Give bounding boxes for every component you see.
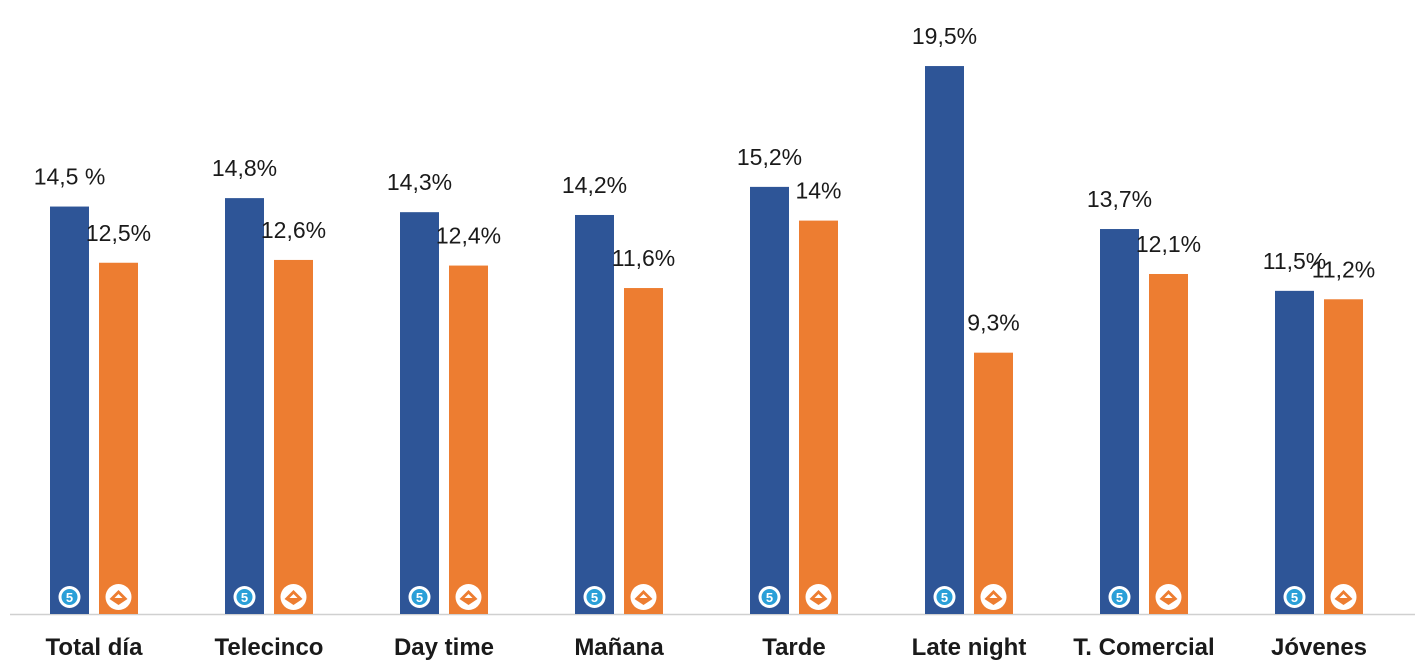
- bar-orange: [274, 259, 313, 614]
- bar-orange: [974, 352, 1013, 614]
- antena3-logo-icon: [280, 584, 307, 610]
- antena3-logo-icon: [980, 584, 1007, 610]
- antena3-logo-icon: [805, 584, 832, 610]
- category-label: Day time: [394, 634, 494, 660]
- data-label: 19,5%: [912, 23, 977, 49]
- telecinco-logo-icon: 5: [233, 586, 256, 608]
- bar-blue: [925, 66, 964, 615]
- bar-orange: [1149, 273, 1188, 614]
- telecinco-logo-icon: 5: [583, 586, 606, 608]
- data-label: 11,2%: [1312, 256, 1376, 282]
- antena3-logo-notch: [464, 594, 473, 598]
- telecinco-logo-inner: [1111, 589, 1128, 605]
- category-label: Mañana: [574, 634, 664, 660]
- antena3-logo-notch: [1164, 594, 1173, 598]
- telecinco-logo-inner: [586, 589, 603, 605]
- data-label: 14,8%: [212, 155, 277, 181]
- antena3-logo-notch: [814, 594, 823, 598]
- data-label: 9,3%: [967, 310, 1019, 336]
- data-label: 12,1%: [1136, 231, 1201, 257]
- antena3-logo-notch: [289, 594, 298, 598]
- telecinco-logo-inner: [236, 589, 253, 605]
- bar-orange: [799, 220, 838, 614]
- antena3-logo-notch: [114, 594, 123, 598]
- telecinco-logo-glyph: 5: [66, 590, 73, 605]
- data-label: 14,3%: [387, 169, 452, 195]
- telecinco-logo-icon: 5: [408, 586, 431, 608]
- telecinco-logo-icon: 5: [58, 586, 81, 608]
- telecinco-logo-glyph: 5: [766, 590, 773, 605]
- data-label: 12,4%: [436, 223, 501, 249]
- telecinco-logo-glyph: 5: [241, 590, 248, 605]
- bar-blue: [225, 198, 264, 614]
- telecinco-logo-glyph: 5: [941, 590, 948, 605]
- category-label: Total día: [46, 634, 144, 660]
- antena3-logo-notch: [639, 594, 648, 598]
- bar-orange: [99, 262, 138, 614]
- data-label: 12,5%: [86, 220, 151, 246]
- category-label: T. Comercial: [1073, 634, 1214, 660]
- data-label: 14%: [795, 178, 841, 204]
- data-label: 14,2%: [562, 172, 627, 198]
- data-label: 11,6%: [612, 245, 676, 271]
- telecinco-logo-icon: 5: [933, 586, 956, 608]
- antena3-logo-notch: [989, 594, 998, 598]
- telecinco-logo-inner: [936, 589, 953, 605]
- data-label: 11,5%: [1263, 248, 1327, 274]
- telecinco-logo-glyph: 5: [1116, 590, 1123, 605]
- bar-blue: [50, 206, 89, 615]
- antena3-logo-icon: [630, 584, 657, 610]
- antena3-logo-icon: [1155, 584, 1182, 610]
- data-label: 13,7%: [1087, 186, 1152, 212]
- category-label: Telecinco: [215, 634, 324, 660]
- data-label: 12,6%: [261, 217, 326, 243]
- bar-orange: [449, 265, 488, 614]
- category-label: Late night: [912, 634, 1027, 660]
- bar-blue: [1275, 290, 1314, 614]
- bar-orange: [624, 288, 663, 614]
- antena3-logo-icon: [105, 584, 132, 610]
- antena3-logo-icon: [455, 584, 482, 610]
- telecinco-logo-glyph: 5: [416, 590, 423, 605]
- antena3-logo-icon: [1330, 584, 1357, 610]
- telecinco-logo-inner: [61, 589, 78, 605]
- bar-blue: [400, 212, 439, 615]
- data-label: 15,2%: [737, 144, 802, 170]
- bar-blue: [575, 214, 614, 615]
- data-label: 14,5 %: [34, 164, 106, 190]
- telecinco-logo-icon: 5: [758, 586, 781, 608]
- bar-blue: [750, 186, 789, 614]
- category-label: Tarde: [762, 634, 826, 660]
- telecinco-logo-inner: [411, 589, 428, 605]
- bar-blue: [1100, 229, 1139, 614]
- telecinco-logo-icon: 5: [1283, 586, 1306, 608]
- telecinco-logo-inner: [761, 589, 778, 605]
- telecinco-logo-icon: 5: [1108, 586, 1131, 608]
- telecinco-logo-glyph: 5: [1291, 590, 1298, 605]
- telecinco-logo-glyph: 5: [591, 590, 598, 605]
- telecinco-logo-inner: [1286, 589, 1303, 605]
- category-label: Jóvenes: [1271, 634, 1367, 660]
- antena3-logo-notch: [1339, 594, 1348, 598]
- bar-orange: [1324, 299, 1363, 614]
